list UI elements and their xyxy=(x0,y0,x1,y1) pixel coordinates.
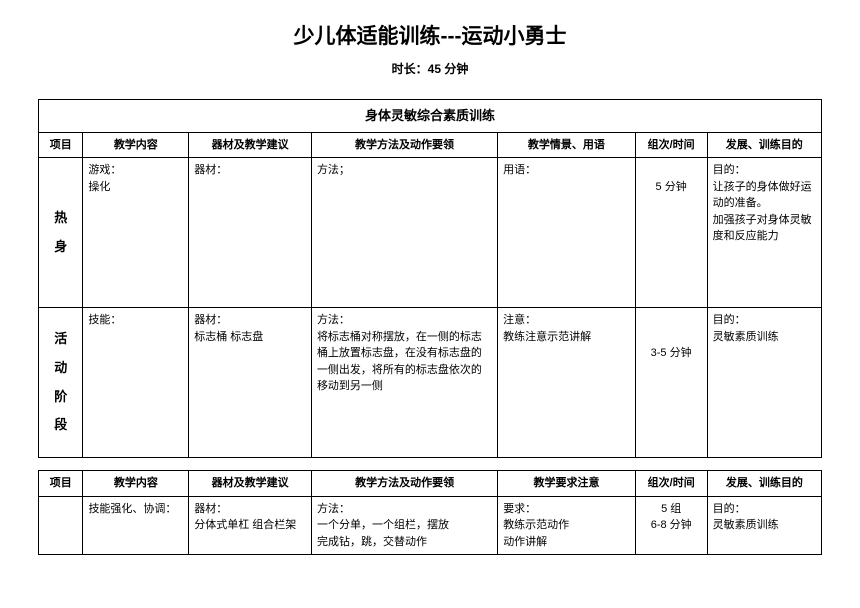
hdr2-time: 组次/时间 xyxy=(635,471,707,497)
second-table: 项目 教学内容 器材及教学建议 教学方法及动作要领 教学要求注意 组次/时间 发… xyxy=(38,470,822,555)
row2-equip: 器材： 标志桶 标志盘 xyxy=(189,308,312,458)
row1-project: 热 身 xyxy=(39,158,83,308)
row2-goal: 目的： 灵敏素质训练 xyxy=(707,308,821,458)
row3-equip: 器材： 分体式单杠 组合栏架 xyxy=(189,496,312,555)
proj-char: 动 xyxy=(44,354,77,383)
hdr2-method: 教学方法及动作要领 xyxy=(311,471,497,497)
proj-char: 段 xyxy=(44,411,77,440)
row2-project: 活 动 阶 段 xyxy=(39,308,83,458)
page-subtitle: 时长：45 分钟 xyxy=(38,60,822,77)
hdr-scene: 教学情景、用语 xyxy=(498,132,636,158)
hdr2-project: 项目 xyxy=(39,471,83,497)
row1-time: 5 分钟 xyxy=(635,158,707,308)
row3-time: 5 组 6-8 分钟 xyxy=(635,496,707,555)
row2-time: 3-5 分钟 xyxy=(635,308,707,458)
row1-scene: 用语： xyxy=(498,158,636,308)
row2-scene: 注意： 教练注意示范讲解 xyxy=(498,308,636,458)
section-title: 身体灵敏综合素质训练 xyxy=(39,100,822,133)
row3-method: 方法： 一个分单，一个组栏，摆放 完成钻，跳，交替动作 xyxy=(311,496,497,555)
time-value: 6-8 分钟 xyxy=(651,519,692,531)
row1-method: 方法； xyxy=(311,158,497,308)
row1-equip: 器材： xyxy=(189,158,312,308)
time-value: 5 分钟 xyxy=(656,181,687,193)
hdr2-content: 教学内容 xyxy=(83,471,189,497)
row2-method: 方法： 将标志桶对称摆放，在一侧的标志桶上放置标志盘，在没有标志盘的一侧出发，将… xyxy=(311,308,497,458)
hdr-time: 组次/时间 xyxy=(635,132,707,158)
row2-content: 技能： xyxy=(83,308,189,458)
row1-content: 游戏： 操化 xyxy=(83,158,189,308)
proj-char: 阶 xyxy=(44,383,77,412)
hdr-equipment: 器材及教学建议 xyxy=(189,132,312,158)
hdr-project: 项目 xyxy=(39,132,83,158)
hdr-content: 教学内容 xyxy=(83,132,189,158)
hdr-method: 教学方法及动作要领 xyxy=(311,132,497,158)
row3-project xyxy=(39,496,83,555)
hdr2-equipment: 器材及教学建议 xyxy=(189,471,312,497)
main-table: 身体灵敏综合素质训练 项目 教学内容 器材及教学建议 教学方法及动作要领 教学情… xyxy=(38,99,822,458)
hdr2-scene2: 教学要求注意 xyxy=(498,471,636,497)
row1-goal: 目的： 让孩子的身体做好运动的准备。 加强孩子对身体灵敏度和反应能力 xyxy=(707,158,821,308)
hdr2-goal: 发展、训练目的 xyxy=(707,471,821,497)
row3-goal: 目的： 灵敏素质训练 xyxy=(707,496,821,555)
proj-char: 热 xyxy=(44,204,77,233)
hdr-goal: 发展、训练目的 xyxy=(707,132,821,158)
proj-char: 活 xyxy=(44,325,77,354)
time-value: 5 组 xyxy=(661,503,681,515)
row3-scene: 要求： 教练示范动作 动作讲解 xyxy=(498,496,636,555)
time-value: 3-5 分钟 xyxy=(651,347,692,359)
proj-char: 身 xyxy=(44,233,77,262)
page-title: 少儿体适能训练---运动小勇士 xyxy=(38,20,822,50)
row3-content: 技能强化、协调： xyxy=(83,496,189,555)
